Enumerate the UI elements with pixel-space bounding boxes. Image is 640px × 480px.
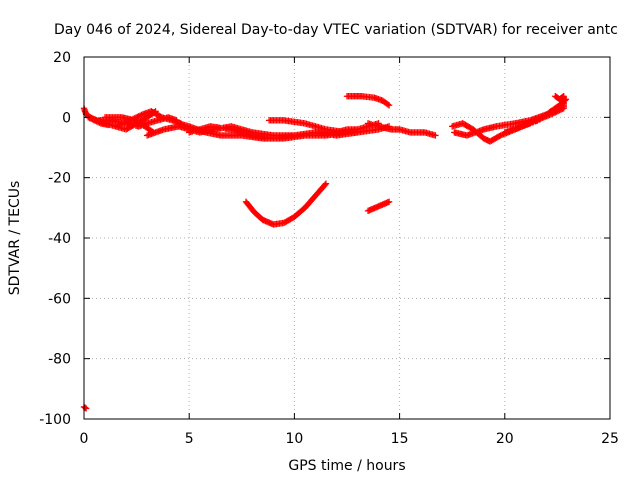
data-point-marker: [136, 112, 144, 119]
data-point-marker: [517, 123, 524, 131]
data-point-marker: [342, 129, 349, 136]
x-tick-label: 10: [285, 431, 303, 447]
data-point-marker: [385, 198, 393, 205]
x-axis-label: GPS time / hours: [288, 458, 405, 474]
chart-title: Day 046 of 2024, Sidereal Day-to-day VTE…: [54, 22, 618, 38]
x-tick-label: 20: [496, 431, 514, 447]
data-point-marker: [560, 103, 567, 110]
data-point-marker: [160, 115, 167, 122]
data-point-marker: [173, 117, 180, 124]
data-point-marker: [550, 106, 557, 113]
data-point-marker: [136, 120, 143, 127]
data-point-marker: [216, 124, 223, 131]
data-point-marker: [526, 120, 534, 127]
data-point-marker: [432, 132, 439, 139]
x-tick-label: 5: [185, 431, 194, 447]
data-point-marker: [536, 116, 543, 123]
data-point-marker: [384, 101, 392, 108]
data-point-marker: [385, 102, 393, 109]
data-point-marker: [322, 180, 330, 187]
data-point-marker: [529, 119, 537, 126]
data-point-marker: [132, 117, 140, 125]
y-tick-label: 0: [62, 110, 71, 126]
data-point-marker: [89, 116, 96, 123]
data-point-marker: [262, 134, 270, 141]
y-tick-label: 20: [53, 50, 71, 66]
data-point-marker: [138, 111, 145, 119]
data-point-marker: [546, 109, 554, 116]
axis-ticks: 0 5 10 15 20 25 -100 -80 -60 -40 -20 0 20: [39, 50, 619, 447]
plot-frame: [83, 56, 611, 420]
y-tick-label: -100: [39, 412, 71, 428]
data-point-marker: [557, 102, 564, 110]
x-tick-label: 0: [80, 431, 89, 447]
y-tick-label: -40: [48, 231, 71, 247]
x-tick-label: 15: [391, 431, 409, 447]
data-point-marker: [472, 129, 479, 136]
data-point-marker: [367, 121, 375, 128]
data-point-marker: [87, 115, 95, 122]
data-point-marker: [86, 114, 93, 122]
data-point-marker: [496, 132, 503, 140]
data-point-marker: [542, 111, 550, 119]
data-point-marker: [352, 129, 360, 136]
data-markers: [80, 93, 570, 412]
data-point-marker: [189, 128, 196, 135]
data-point-marker: [81, 404, 89, 411]
x-tick-label: 25: [601, 431, 619, 447]
grid-lines: [84, 57, 610, 419]
data-point-marker: [541, 112, 548, 120]
y-tick-label: -80: [48, 352, 71, 368]
data-point-marker: [127, 116, 134, 123]
y-tick-label: -60: [48, 291, 71, 307]
data-point-marker: [321, 181, 329, 188]
data-point-marker: [510, 126, 517, 133]
y-tick-label: -20: [48, 171, 71, 187]
data-point-marker: [135, 113, 142, 120]
data-point-marker: [289, 132, 297, 139]
y-axis-label: SDTVAR / TECUs: [7, 181, 23, 296]
